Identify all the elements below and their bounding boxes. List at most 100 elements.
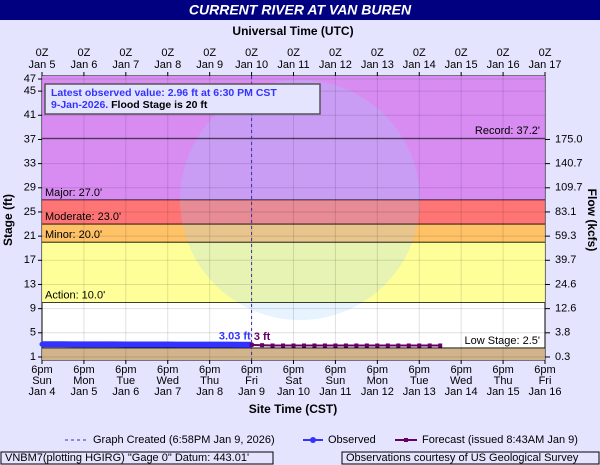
x-tick-label: Jan 15	[487, 386, 520, 398]
top-tick-label: Jan 9	[196, 59, 223, 71]
flood-label: Moderate: 23.0'	[45, 211, 121, 223]
point	[260, 343, 265, 348]
info-box	[44, 83, 321, 115]
flood-band	[42, 242, 545, 303]
point	[133, 341, 139, 347]
x-tick-label: Jan 4	[29, 386, 56, 398]
x-tick-label: Sat	[285, 375, 302, 387]
footer-right: Observations courtesy of US Geological S…	[346, 452, 579, 464]
point	[406, 343, 411, 348]
y-tick-label: 1	[30, 351, 36, 363]
top-tick-label: Jan 7	[112, 59, 139, 71]
top-tick-label: 0Z	[245, 47, 258, 59]
x-tick-label: 6pm	[367, 364, 388, 376]
x-tick-label: Jan 6	[112, 386, 139, 398]
y-tick-label: 45	[24, 85, 36, 97]
y2-tick-label: 3.8	[555, 327, 570, 339]
point	[354, 343, 359, 348]
top-tick-label: Jan 5	[29, 59, 56, 71]
top-tick-label: Jan 6	[70, 59, 97, 71]
x-tick-label: Jan 11	[319, 386, 351, 398]
x-tick-label: 6pm	[492, 364, 513, 376]
flood-label: Action: 10.0'	[45, 290, 105, 302]
footer-box	[341, 451, 600, 465]
point	[312, 343, 317, 348]
top-tick-label: Jan 15	[445, 59, 478, 71]
annotation: 3 ft	[254, 331, 271, 343]
y2-tick-label: 24.6	[555, 278, 576, 290]
top-tick-label: 0Z	[77, 47, 90, 59]
top-tick-label: 0Z	[413, 47, 426, 59]
point	[375, 343, 380, 348]
x-tick-label: 6pm	[283, 364, 304, 376]
point	[39, 341, 45, 347]
point	[60, 341, 66, 347]
x-tick-label: Jan 9	[238, 386, 265, 398]
top-tick-label: Jan 12	[319, 59, 352, 71]
point	[207, 342, 213, 348]
flood-label: Record: 37.2'	[475, 125, 540, 137]
legend-swatch	[310, 437, 316, 443]
x-tick-label: 6pm	[325, 364, 346, 376]
top-tick-label: 0Z	[371, 47, 384, 59]
flood-label: Minor: 20.0'	[45, 229, 102, 241]
x-tick-label: Wed	[450, 375, 472, 387]
x-tick-label: Jan 10	[277, 386, 310, 398]
y2-tick-label: 12.6	[555, 303, 576, 315]
x-tick-label: Jan 14	[445, 386, 478, 398]
y2-tick-label: 59.3	[555, 230, 576, 242]
top-tick-label: 0Z	[539, 47, 552, 59]
y-tick-label: 21	[24, 230, 36, 242]
x-tick-label: Wed	[157, 375, 179, 387]
x-tick-label: Thu	[200, 375, 219, 387]
legend-label: Graph Created (6:58PM Jan 9, 2026)	[93, 434, 275, 446]
point	[385, 343, 390, 348]
legend-swatch	[404, 438, 408, 442]
x-tick-label: 6pm	[157, 364, 178, 376]
y-axis-title: Stage (ft)	[1, 194, 15, 246]
top-tick-label: Jan 13	[361, 59, 394, 71]
x-tick-label: 6pm	[115, 364, 136, 376]
point	[70, 341, 76, 347]
legend-label: Forecast (issued 8:43AM Jan 9)	[422, 434, 578, 446]
point	[396, 343, 401, 348]
top-tick-label: 0Z	[203, 47, 216, 59]
x-tick-label: Fri	[245, 375, 258, 387]
point	[154, 342, 160, 348]
y2-tick-label: 109.7	[555, 182, 583, 194]
point	[165, 342, 171, 348]
y-tick-label: 13	[24, 278, 36, 290]
point	[333, 343, 338, 348]
y2-tick-label: 0.3	[555, 351, 570, 363]
y2-tick-label: 39.7	[555, 254, 576, 266]
x-tick-label: 6pm	[31, 364, 52, 376]
point	[123, 341, 129, 347]
x-tick-label: Jan 12	[361, 386, 394, 398]
flood-band	[42, 224, 545, 243]
point	[301, 343, 306, 348]
x-tick-label: Jan 8	[196, 386, 223, 398]
legend-label: Observed	[328, 434, 376, 446]
flood-band	[42, 347, 545, 360]
point	[81, 341, 87, 347]
top-axis-title: Universal Time (UTC)	[232, 24, 353, 38]
y-tick-label: 41	[24, 109, 36, 121]
x-tick-label: 6pm	[73, 364, 94, 376]
footer-box	[0, 451, 274, 465]
flood-label: Low Stage: 2.5'	[465, 335, 541, 347]
point	[196, 342, 202, 348]
flood-label: Major: 27.0'	[45, 187, 102, 199]
point	[91, 341, 97, 347]
top-tick-label: Jan 11	[277, 59, 309, 71]
point	[186, 342, 192, 348]
point	[427, 343, 432, 348]
y2-tick-label: 140.7	[555, 158, 583, 170]
top-tick-label: Jan 16	[487, 59, 520, 71]
info-flood: 9-Jan-2026. Flood Stage is 20 ft	[51, 99, 208, 111]
y2-tick-label: 175.0	[555, 133, 583, 145]
top-tick-label: 0Z	[287, 47, 300, 59]
y-tick-label: 47	[24, 73, 36, 85]
info-flood-text: Flood Stage is 20 ft	[111, 99, 208, 111]
point	[102, 341, 108, 347]
